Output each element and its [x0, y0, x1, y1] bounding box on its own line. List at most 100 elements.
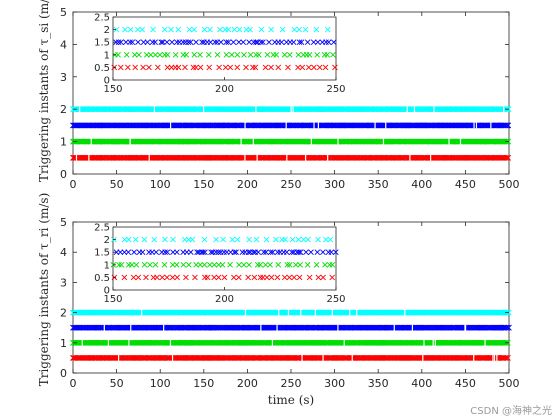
inset-data-point [149, 39, 156, 46]
gap-mark [79, 106, 81, 113]
series-row-2 [70, 106, 512, 113]
inset-data-point [197, 261, 204, 268]
data-point [505, 324, 512, 331]
inset-data-point [183, 274, 189, 281]
inset-data-point [126, 236, 132, 243]
inset-data-point [250, 64, 256, 71]
inset-data-point [193, 64, 199, 71]
inset-data-point [253, 236, 260, 243]
data-point [502, 154, 509, 161]
inset-data-point [164, 51, 171, 58]
inset-data-point [239, 249, 246, 256]
inset-y-tick-label: 2 [104, 235, 110, 246]
data-point [221, 354, 228, 361]
inset-data-point [316, 64, 323, 71]
data-point [266, 339, 273, 346]
gap-mark [409, 154, 411, 161]
inset-data-point [141, 236, 148, 243]
inset-data-point [285, 64, 291, 71]
inset-data-point [291, 26, 298, 33]
inset-data-point [246, 236, 252, 243]
inset-data-point [252, 64, 259, 71]
inset-data-point [273, 236, 279, 243]
inset-data-point [275, 64, 282, 71]
inset-data-point [199, 39, 205, 46]
inset-data-point [286, 51, 293, 58]
inset-data-point [257, 261, 264, 268]
inset-data-point [160, 39, 166, 46]
data-point [504, 354, 511, 361]
gap-mark [244, 309, 247, 316]
inset-data-point [158, 39, 165, 46]
inset-data-point [295, 236, 302, 243]
inset-series-row-2 [111, 236, 334, 243]
inset-data-point [289, 236, 296, 243]
inset-series-row-2 [113, 26, 331, 33]
gap-mark [448, 138, 450, 145]
inset-data-point [143, 274, 149, 281]
inset-data-point [135, 274, 142, 281]
inset-data-point [306, 51, 313, 58]
data-point [148, 339, 155, 346]
inset-data-point [258, 39, 264, 46]
inset-data-point [229, 236, 236, 243]
inset-data-point [113, 26, 120, 33]
inset-data-point [215, 249, 222, 256]
data-point [282, 106, 289, 113]
inset-data-point [290, 39, 297, 46]
inset-data-point [227, 64, 234, 71]
inset-data-point [296, 249, 302, 256]
data-point [394, 138, 401, 145]
inset-data-point [150, 26, 156, 33]
data-point [397, 106, 404, 113]
data-point [257, 324, 263, 331]
inset-data-point [263, 249, 269, 256]
gap-mark [118, 354, 120, 361]
data-point [354, 154, 361, 161]
inset-data-point [173, 261, 180, 268]
inset-data-point [303, 249, 309, 256]
data-point [98, 138, 105, 145]
inset-data-point [183, 249, 190, 256]
inset-data-point [246, 261, 252, 268]
inset-data-point [133, 261, 140, 268]
inset-data-point [115, 51, 121, 58]
data-point [494, 339, 500, 346]
y-tick-label: 5 [60, 216, 67, 229]
inset-data-point [236, 261, 242, 268]
gap-mark [171, 354, 174, 361]
inset-data-point [284, 261, 291, 268]
inset-data-point [208, 249, 214, 256]
inset-data-point [324, 51, 331, 58]
inset-data-point [243, 64, 249, 71]
x-tick-label: 250 [281, 377, 302, 390]
data-point [210, 324, 217, 331]
gap-mark [169, 122, 172, 129]
data-point [406, 324, 413, 331]
inset-y-tick-label: 0.5 [94, 63, 110, 74]
inset-data-point [207, 39, 214, 46]
inset-data-point [118, 39, 124, 46]
inset-data-point [192, 274, 198, 281]
inset-data-point [222, 64, 229, 71]
inset-data-point [299, 64, 306, 71]
inset-data-point [116, 261, 122, 268]
gap-mark [148, 154, 150, 161]
inset-data-point [255, 249, 262, 256]
y-tick-label: 2 [60, 307, 67, 320]
data-point [505, 122, 512, 129]
inset-data-point [206, 64, 213, 71]
data-point [371, 354, 378, 361]
gap-mark [432, 339, 434, 346]
inset-data-point [154, 64, 161, 71]
gap-mark [128, 339, 130, 346]
data-point [257, 138, 264, 145]
inset-data-point [164, 274, 170, 281]
data-point [368, 122, 374, 129]
gap-mark [413, 106, 416, 113]
inset-data-point [174, 249, 180, 256]
inset-data-point [327, 236, 334, 243]
inset-data-point [183, 51, 190, 58]
inset-plot: 150 200 250 0 0.5 11.5 22.5 [94, 223, 345, 306]
inset-data-point [257, 274, 264, 281]
